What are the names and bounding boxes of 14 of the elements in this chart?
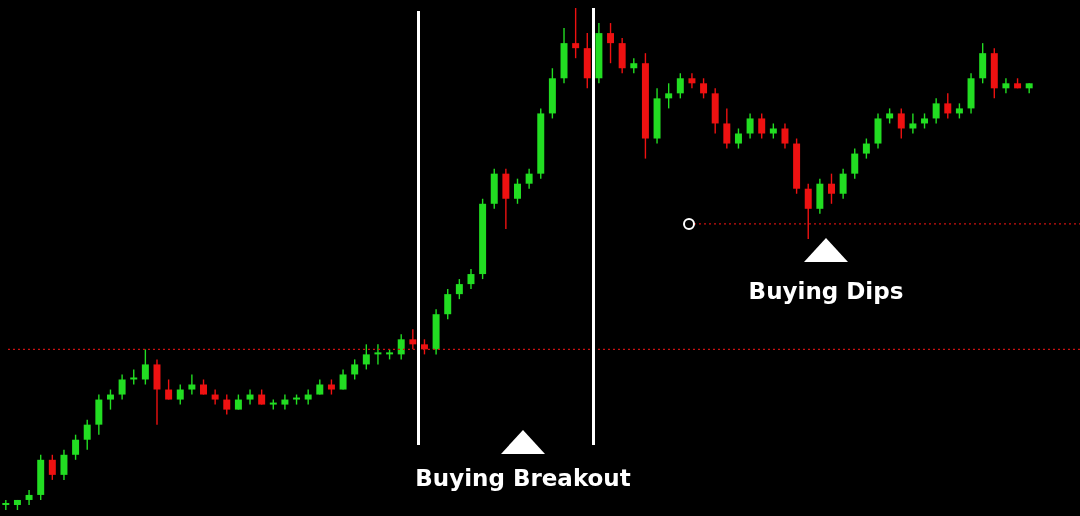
candlestick bbox=[909, 113, 917, 134]
candlestick bbox=[374, 344, 382, 365]
candlestick bbox=[304, 389, 312, 405]
candlestick bbox=[281, 394, 289, 410]
candlestick bbox=[211, 389, 219, 405]
candlestick bbox=[188, 374, 196, 395]
candlestick bbox=[688, 73, 696, 89]
annotation: Buying Breakout bbox=[415, 465, 631, 491]
candlestick bbox=[2, 499, 10, 510]
candlestick bbox=[1002, 78, 1010, 94]
candlestick bbox=[246, 389, 254, 405]
candlestick bbox=[409, 329, 417, 350]
annotation: Buying Dips bbox=[748, 278, 904, 304]
candlestick bbox=[25, 489, 33, 505]
